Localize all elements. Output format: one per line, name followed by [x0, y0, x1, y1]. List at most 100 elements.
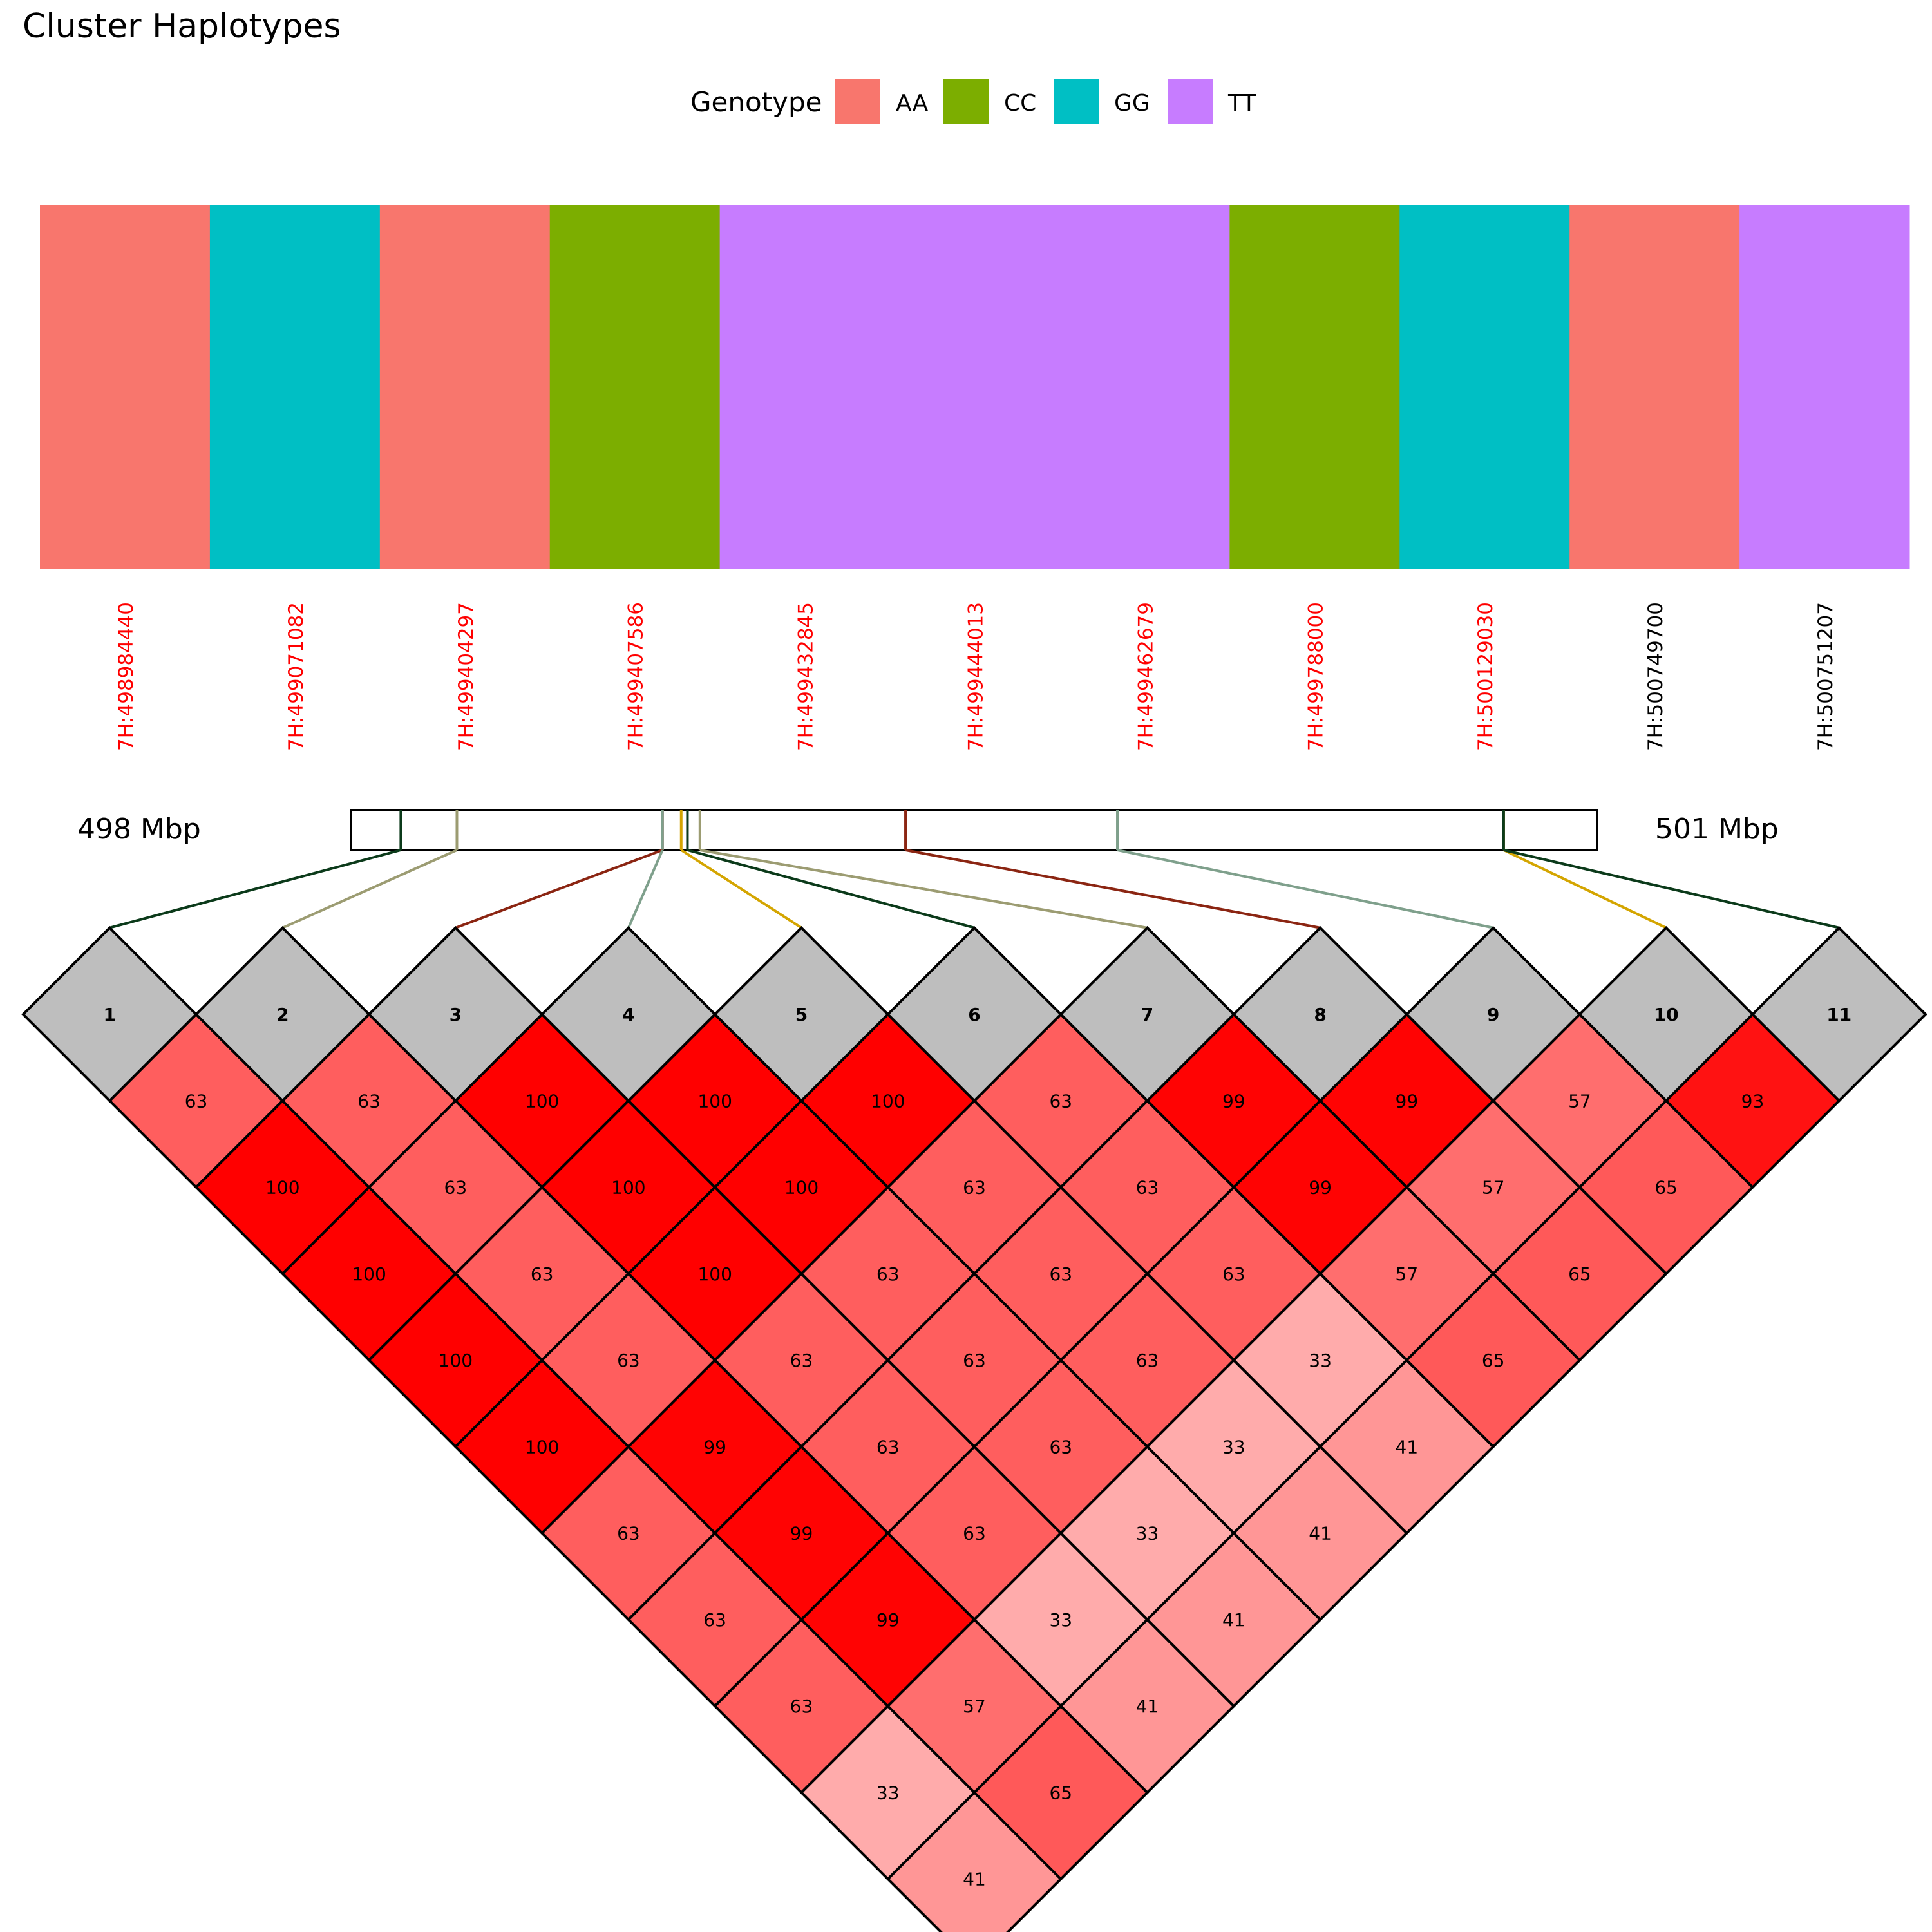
ld-cell-value: 63 — [963, 1350, 986, 1371]
legend-label-aa: AA — [896, 90, 929, 117]
ld-cell-value: 57 — [1482, 1177, 1505, 1198]
ld-cell-value: 41 — [1309, 1523, 1332, 1544]
marker-diamonds: 1 2 3 4 5 6 7 8 9 10 11 — [21, 925, 1927, 1103]
ld-cell-value: 41 — [1222, 1609, 1245, 1631]
haplotype-segment-tt — [719, 205, 1230, 569]
marker-index: 1 — [104, 1004, 116, 1025]
legend-label-cc: CC — [1004, 90, 1036, 117]
ld-cell-value: 57 — [1568, 1090, 1591, 1112]
legend-label-tt: TT — [1227, 90, 1256, 117]
marker-index: 8 — [1314, 1004, 1326, 1025]
connector-line — [282, 849, 458, 929]
haplotype-segment-cc — [549, 205, 721, 569]
ld-cell-value: 100 — [784, 1177, 819, 1198]
ld-cell-value: 100 — [697, 1090, 732, 1112]
ld-cell-value: 63 — [876, 1264, 900, 1285]
marker-index: 3 — [450, 1004, 462, 1025]
legend-swatch-cc — [943, 79, 989, 124]
ld-cell-value: 99 — [876, 1609, 900, 1631]
legend-label-gg: GG — [1114, 90, 1150, 117]
ld-cell-value: 100 — [611, 1177, 645, 1198]
ld-cell-value: 33 — [1222, 1436, 1245, 1457]
haplotype-segment-aa — [40, 205, 211, 569]
ld-cell-value: 63 — [703, 1609, 726, 1631]
ld-cell-value: 63 — [876, 1436, 900, 1457]
ld-cell-value: 63 — [444, 1177, 468, 1198]
marker-label: 7H:499432845 — [795, 602, 818, 751]
ld-cell-value: 100 — [525, 1436, 559, 1457]
ld-cell-value: 41 — [1396, 1436, 1419, 1457]
ld-triangle: 63 100 100 100 100 63 63 63 33 41 63 63 63 63 99 99 99 57… — [108, 1012, 1841, 1932]
marker-label: 7H:500749700 — [1644, 602, 1667, 751]
haplotype-bar — [40, 205, 1910, 569]
position-scale-box — [350, 809, 1598, 851]
connector-line — [109, 849, 401, 929]
ld-cell-value: 93 — [1741, 1090, 1765, 1112]
haplotype-segment-gg — [209, 205, 381, 569]
connector-line — [687, 849, 975, 929]
chart-title: Cluster Haplotypes — [23, 7, 341, 46]
ld-cell-value: 99 — [703, 1436, 726, 1457]
connector-line — [699, 849, 1148, 929]
ld-cell-value: 63 — [1222, 1264, 1245, 1285]
haplotype-segment-gg — [1399, 205, 1570, 569]
connector-line — [455, 849, 663, 929]
legend-title: Genotype — [690, 86, 822, 118]
marker-label: 7H:498984440 — [115, 602, 138, 751]
ld-cell-value: 100 — [439, 1350, 473, 1371]
marker-label: 7H:499444013 — [965, 602, 988, 751]
ld-cell-value: 99 — [790, 1523, 813, 1544]
marker-diamond — [21, 925, 198, 1103]
ld-cell-value: 100 — [525, 1090, 559, 1112]
scale-ticks — [399, 810, 1505, 850]
legend: Genotype AA CC GG TT — [690, 79, 1256, 124]
marker-index: 11 — [1826, 1004, 1852, 1025]
marker-diamond — [1405, 925, 1582, 1103]
ld-cell-value: 63 — [790, 1696, 813, 1717]
ld-cell-value: 33 — [1136, 1523, 1159, 1544]
legend-swatch-tt — [1168, 79, 1213, 124]
marker-diamond — [713, 925, 890, 1103]
ld-cell-value: 99 — [1309, 1177, 1332, 1198]
haplotype-segment-cc — [1229, 205, 1400, 569]
ld-cell-value: 65 — [1482, 1350, 1505, 1371]
marker-label: 7H:499407586 — [625, 602, 648, 751]
scale-min-label: 498 Mbp — [77, 813, 201, 846]
ld-cell-value: 100 — [697, 1264, 732, 1285]
ld-cell-value: 63 — [1136, 1177, 1159, 1198]
legend-entries: AA CC GG TT — [835, 79, 1256, 124]
marker-diamond — [540, 925, 717, 1103]
ld-cell-value: 65 — [1049, 1782, 1072, 1803]
haplotype-segment-aa — [379, 205, 551, 569]
connector-line — [680, 849, 802, 929]
ld-cell-value: 100 — [871, 1090, 905, 1112]
ld-cell-value: 99 — [1396, 1090, 1419, 1112]
marker-index: 7 — [1141, 1004, 1153, 1025]
connector-line — [1117, 849, 1494, 929]
marker-index: 4 — [622, 1004, 634, 1025]
connector-line — [905, 849, 1321, 929]
haplotype-segment-tt — [1739, 205, 1910, 569]
marker-label: 7H:499071082 — [285, 602, 308, 751]
ld-cell-value: 63 — [1049, 1264, 1072, 1285]
connector-line — [1503, 849, 1667, 929]
ld-cell-value: 63 — [617, 1350, 640, 1371]
marker-diamond — [194, 925, 371, 1103]
marker-diamond — [1578, 925, 1755, 1103]
ld-cell-value: 57 — [1396, 1264, 1419, 1285]
marker-index: 10 — [1654, 1004, 1679, 1025]
connector-line — [1503, 849, 1840, 929]
marker-index: 6 — [968, 1004, 980, 1025]
ld-cell-value: 63 — [617, 1523, 640, 1544]
ld-cell-value: 63 — [357, 1090, 381, 1112]
connector-line — [627, 849, 664, 929]
ld-cell-value: 33 — [876, 1782, 900, 1803]
ld-cell-value: 33 — [1049, 1609, 1072, 1631]
marker-label: 7H:499462679 — [1134, 602, 1157, 751]
connector-lines — [109, 849, 1840, 929]
ld-cell-value: 63 — [963, 1523, 986, 1544]
ld-cell-value: 65 — [1568, 1264, 1591, 1285]
ld-cell-value: 100 — [265, 1177, 299, 1198]
marker-diamond — [1231, 925, 1409, 1103]
